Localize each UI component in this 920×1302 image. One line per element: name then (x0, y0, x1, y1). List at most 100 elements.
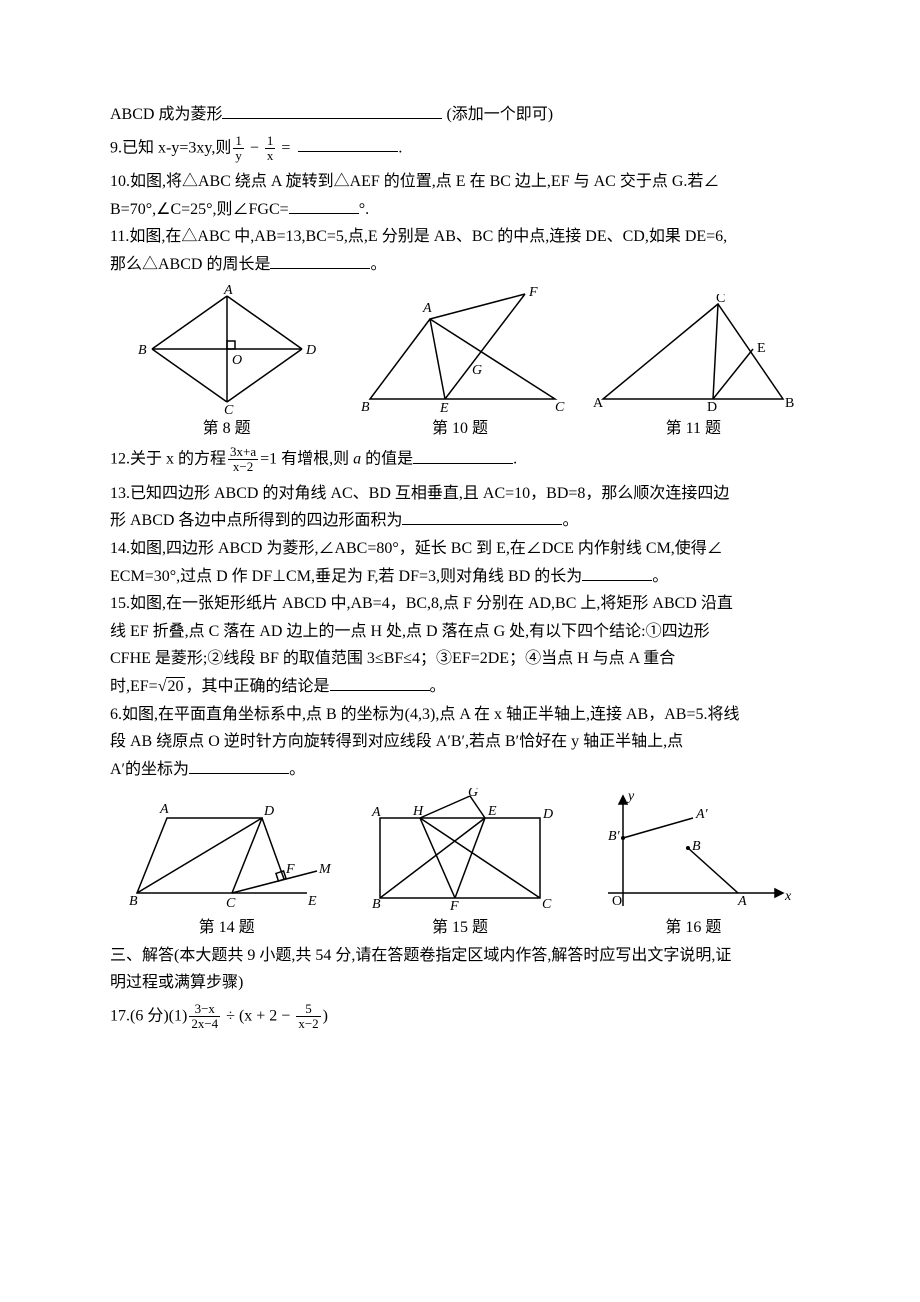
fig15-diagram: A B C D E F G H (355, 788, 565, 913)
svg-text:O: O (612, 894, 622, 909)
sec3-l2: 明过程或满算步骤) (110, 970, 810, 996)
q10-l2: B=70°,∠C=25°,则∠FGC=°. (110, 197, 810, 223)
q9-post: . (398, 139, 402, 156)
svg-text:B: B (785, 396, 794, 411)
q17-f2: 5x−2 (296, 1002, 320, 1032)
fig8-diagram: A B C D O (132, 284, 322, 414)
q14-blank (582, 564, 652, 581)
q17-line: 17.(6 分)(1)3−x2x−4 ÷ (x + 2 − 5x−2) (110, 1002, 810, 1032)
q15-l4: 时,EF=√20，其中正确的结论是。 (110, 674, 810, 700)
figure-row-1: A B C D O 第 8 题 A B C E F G (110, 284, 810, 442)
svg-text:F: F (528, 285, 538, 300)
svg-text:D: D (707, 400, 717, 414)
svg-text:B: B (129, 894, 138, 909)
svg-text:E: E (307, 894, 317, 909)
svg-text:C: C (224, 403, 234, 414)
q17-f1: 3−x2x−4 (189, 1002, 220, 1032)
q15-l1: 15.如图,在一张矩形纸片 ABCD 中,AB=4，BC,8,点 F 分别在 A… (110, 591, 810, 617)
q8-blank (222, 102, 442, 119)
q11-blank (270, 252, 370, 269)
svg-text:y: y (626, 789, 635, 804)
svg-text:C: C (555, 400, 565, 414)
fig15-caption: 第 15 题 (343, 915, 576, 941)
q10-l1: 10.如图,将△ABC 绕点 A 旋转到△AEF 的位置,点 E 在 BC 边上… (110, 169, 810, 195)
sec3-l1: 三、解答(本大题共 9 小题,共 54 分,请在答题卷指定区域内作答,解答时应写… (110, 943, 810, 969)
svg-text:A: A (593, 396, 604, 411)
q9-f1: 1y (233, 134, 244, 164)
q9-eq: = (277, 139, 294, 156)
svg-text:G: G (468, 788, 478, 800)
q14-l2: ECM=30°,过点 D 作 DF⊥CM,垂足为 F,若 DF=3,则对角线 B… (110, 564, 810, 590)
q9-minus: − (246, 139, 263, 156)
fig14-diagram: A B C D E F M (122, 793, 332, 913)
svg-text:D: D (542, 807, 553, 822)
fig11-caption: 第 11 题 (577, 416, 810, 442)
svg-text:C: C (542, 897, 552, 912)
fig10-caption: 第 10 题 (343, 416, 576, 442)
svg-text:B: B (372, 897, 381, 912)
q11-l2: 那么△ABCD 的周长是。 (110, 252, 810, 278)
q12-blank (413, 447, 513, 464)
svg-text:B: B (692, 839, 701, 854)
q13-blank (402, 508, 562, 525)
svg-text:B: B (361, 400, 370, 414)
svg-text:A: A (159, 802, 169, 817)
q15-l3: CFHE 是菱形;②线段 BF 的取值范围 3≤BF≤4；③EF=2DE；④当点… (110, 646, 810, 672)
q16-l1: 6.如图,在平面直角坐标系中,点 B 的坐标为(4,3),点 A 在 x 轴正半… (110, 702, 810, 728)
svg-text:A: A (422, 301, 432, 316)
q14-l1: 14.如图,四边形 ABCD 为菱形,∠ABC=80°，延长 BC 到 E,在∠… (110, 536, 810, 562)
fig11-col: A B C D E 第 11 题 (577, 294, 810, 442)
svg-text:F: F (285, 862, 295, 877)
q11-l1: 11.如图,在△ABC 中,AB=13,BC=5,点,E 分别是 AB、BC 的… (110, 224, 810, 250)
svg-text:B: B (138, 343, 147, 358)
q15-l2: 线 EF 折叠,点 C 落在 AD 边上的一点 H 处,点 D 落在点 G 处,… (110, 619, 810, 645)
fig14-caption: 第 14 题 (110, 915, 343, 941)
q9-f2: 1x (265, 134, 276, 164)
svg-text:x: x (784, 889, 792, 904)
svg-text:E: E (439, 401, 449, 414)
q16-blank (189, 757, 289, 774)
q16-l3: A′的坐标为。 (110, 757, 810, 783)
q13-l2: 形 ABCD 各边中点所得到的四边形面积为。 (110, 508, 810, 534)
q12-line: 12.关于 x 的方程3x+ax−2=1 有增根,则 a 的值是. (110, 445, 810, 475)
q9-blank (298, 135, 398, 152)
svg-text:E: E (487, 804, 497, 819)
fig8-caption: 第 8 题 (110, 416, 343, 442)
svg-text:G: G (472, 363, 482, 378)
svg-text:M: M (318, 862, 332, 877)
svg-text:D: D (305, 343, 316, 358)
q8-line: ABCD 成为菱形 (添加一个即可) (110, 102, 810, 128)
q15-sqrt: √20 (158, 674, 186, 700)
fig11-diagram: A B C D E (588, 294, 798, 414)
svg-text:F: F (449, 899, 459, 913)
q8-pre: ABCD 成为菱形 (110, 106, 222, 123)
figure-row-2: A B C D E F M 第 14 题 A B (110, 788, 810, 941)
fig16-col: x y O A B A′ B′ 第 16 题 (577, 788, 810, 941)
q16-l2: 段 AB 绕原点 O 逆时针方向旋转得到对应线段 A′B′,若点 B′恰好在 y… (110, 729, 810, 755)
fig15-col: A B C D E F G H 第 15 题 (343, 788, 576, 941)
q15-blank (330, 674, 430, 691)
svg-text:C: C (226, 896, 236, 911)
svg-text:A: A (371, 805, 381, 820)
svg-text:O: O (232, 353, 242, 368)
svg-text:A: A (737, 894, 747, 909)
fig14-col: A B C D E F M 第 14 题 (110, 793, 343, 941)
svg-text:H: H (412, 804, 424, 819)
svg-text:A′: A′ (695, 807, 709, 822)
fig16-caption: 第 16 题 (577, 915, 810, 941)
q9-line: 9.已知 x-y=3xy,则1y − 1x = . (110, 134, 810, 164)
svg-text:C: C (716, 294, 725, 306)
fig10-col: A B C E F G 第 10 题 (343, 284, 576, 442)
fig10-diagram: A B C E F G (345, 284, 575, 414)
fig8-col: A B C D O 第 8 题 (110, 284, 343, 442)
q8-post: (添加一个即可) (442, 106, 553, 123)
q10-blank (289, 197, 359, 214)
svg-text:B′: B′ (608, 829, 621, 844)
svg-text:D: D (263, 804, 274, 819)
q9-pre: 9.已知 x-y=3xy,则 (110, 139, 231, 156)
fig16-diagram: x y O A B A′ B′ (588, 788, 798, 913)
q12-frac: 3x+ax−2 (228, 445, 258, 475)
q13-l1: 13.已知四边形 ABCD 的对角线 AC、BD 互相垂直,且 AC=10，BD… (110, 481, 810, 507)
svg-text:A: A (223, 284, 233, 298)
svg-text:E: E (757, 341, 766, 356)
